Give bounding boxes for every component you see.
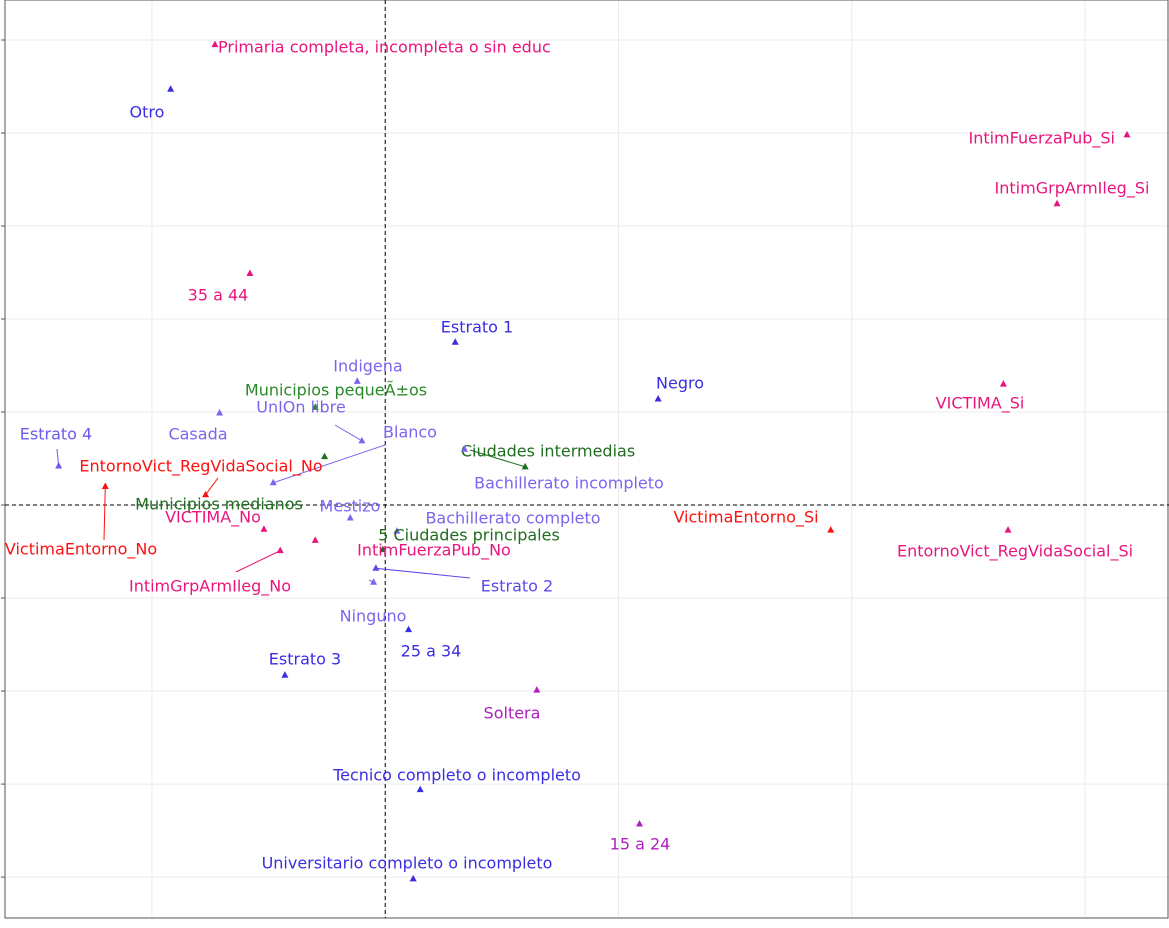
point-label: Ninguno xyxy=(340,607,407,626)
point-label: 35 a 44 xyxy=(188,286,249,305)
point xyxy=(55,461,63,469)
point xyxy=(461,445,469,452)
point-label: Indigena xyxy=(333,357,402,376)
point-label: Otro xyxy=(130,103,165,122)
point-label: IntimGrpArmIleg_Si xyxy=(995,179,1150,199)
point xyxy=(216,408,224,416)
point xyxy=(416,785,424,793)
leader-line xyxy=(469,449,526,468)
point xyxy=(372,564,380,571)
point xyxy=(358,436,366,444)
point xyxy=(533,686,541,693)
point xyxy=(167,85,175,92)
point xyxy=(202,490,210,498)
point xyxy=(1004,526,1012,533)
point xyxy=(276,546,284,554)
point-label: Estrato 3 xyxy=(269,650,341,669)
point-label: 5 Ciudades principales xyxy=(378,526,560,545)
point xyxy=(654,395,662,402)
point-label: Blanco xyxy=(383,423,437,442)
point xyxy=(999,380,1007,387)
leader-line xyxy=(273,444,386,484)
point-label: Estrato 2 xyxy=(481,577,553,596)
point xyxy=(405,625,413,633)
point-label: 25 a 34 xyxy=(401,642,462,661)
point-label: UnIOn libre xyxy=(256,398,346,417)
leader-line xyxy=(375,567,471,579)
point-label: Casada xyxy=(168,425,227,444)
point xyxy=(827,526,835,533)
point xyxy=(379,545,387,553)
point xyxy=(311,403,319,410)
point-label: EntornoVict_RegVidaSocial_Si xyxy=(897,542,1133,562)
point-label: IntimGrpArmIleg_No xyxy=(129,577,291,597)
point xyxy=(409,874,417,882)
point xyxy=(321,452,329,460)
leader-line xyxy=(205,477,219,496)
point-label: Mestizo xyxy=(320,497,381,516)
point-label: Bachillerato incompleto xyxy=(474,474,664,493)
point-label: IntimFuerzaPub_No xyxy=(357,541,511,561)
leader-line xyxy=(103,486,106,541)
leader-line xyxy=(235,550,281,573)
point xyxy=(346,514,354,521)
point xyxy=(211,40,219,48)
plot-frame xyxy=(4,0,1169,919)
point-label: Universitario completo o incompleto xyxy=(262,854,553,873)
point-label: Primaria completa, incompleta o sin educ xyxy=(218,38,551,57)
point xyxy=(311,536,319,543)
point-label: VICTIMA_Si xyxy=(936,394,1025,414)
point xyxy=(353,377,361,384)
point xyxy=(1123,130,1131,138)
point-label: Bachillerato completo xyxy=(425,509,600,528)
plot-background xyxy=(5,0,1169,918)
point xyxy=(635,820,643,827)
point xyxy=(393,527,401,534)
point-label: Estrato 4 xyxy=(20,425,92,444)
point-label: Soltera xyxy=(484,704,541,723)
point xyxy=(370,578,378,585)
point xyxy=(521,462,529,470)
point xyxy=(281,671,289,678)
point xyxy=(101,482,109,489)
point-label: Tecnico completo o incompleto xyxy=(332,766,581,785)
point xyxy=(451,338,459,345)
point xyxy=(246,269,254,276)
point-label: VictimaEntorno_No xyxy=(5,540,157,560)
point-label: Municipios medianos xyxy=(135,495,303,514)
point-label: VictimaEntorno_Si xyxy=(673,508,818,528)
point-label: Negro xyxy=(656,374,704,393)
point-label: Estrato 1 xyxy=(441,318,513,337)
point xyxy=(260,525,268,532)
point-label: IntimFuerzaPub_Si xyxy=(968,129,1115,149)
point xyxy=(269,478,277,486)
point-label: Municipios pequeÃ±os xyxy=(245,381,427,400)
point xyxy=(1053,199,1061,207)
point-label: VICTIMA_No xyxy=(165,508,261,528)
point-label: EntornoVict_RegVidaSocial_No xyxy=(79,457,322,477)
leader-line xyxy=(334,424,363,442)
point-label: Ciudades intermedias xyxy=(461,442,635,461)
point-label: 15 a 24 xyxy=(610,835,671,854)
